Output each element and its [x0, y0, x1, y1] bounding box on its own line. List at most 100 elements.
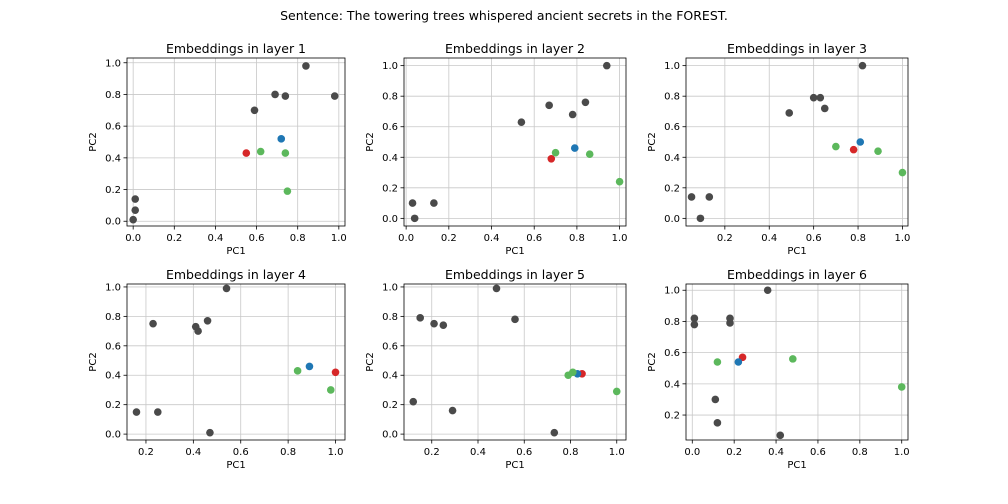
data-point-gray	[131, 206, 140, 214]
y-tick-label: 0.8	[664, 92, 680, 103]
y-axis-label: PC2	[365, 352, 376, 371]
data-point-green	[897, 383, 906, 391]
data-point-blue	[856, 138, 865, 146]
x-axis-label: PC1	[505, 460, 524, 471]
y-tick-label: 1.0	[105, 282, 121, 293]
y-tick-label: 0.8	[664, 317, 680, 328]
y-tick-label: 0.8	[382, 312, 398, 323]
x-tick-label: 0.6	[233, 447, 249, 458]
y-tick-label: 0.2	[664, 411, 680, 422]
data-point-green	[551, 148, 560, 157]
data-point-blue	[570, 144, 579, 152]
data-point-gray	[517, 118, 526, 126]
data-point-gray	[511, 315, 519, 324]
x-axis-label: PC1	[226, 460, 245, 471]
data-point-gray	[206, 428, 214, 437]
subplot-title: Embeddings in layer 2	[445, 41, 585, 56]
axes-frame	[126, 57, 346, 227]
y-tick-label: 0.2	[105, 400, 121, 411]
subplot-1: 0.0 0.2 0.4 0.6 0.8 1.0 0.0 0.2 0.4 0.6 0.8 1.0 Embe…	[88, 41, 347, 257]
x-tick-label: 0.2	[138, 447, 154, 458]
y-tick-label: 0.4	[105, 153, 121, 164]
x-tick-label: 0.4	[768, 447, 784, 458]
data-point-red	[547, 155, 556, 163]
y-tick-label: 0.6	[664, 122, 680, 133]
data-point-green	[612, 387, 621, 396]
x-tick-label: 0.8	[569, 233, 585, 244]
data-point-gray	[410, 214, 419, 223]
data-point-gray	[690, 320, 699, 329]
x-tick-label: 0.8	[852, 447, 868, 458]
x-axis-label: PC1	[787, 460, 806, 471]
data-point-gray	[409, 397, 418, 406]
x-tick-label: 0.4	[185, 447, 201, 458]
data-point-red	[242, 149, 251, 157]
x-tick-label: 0.6	[806, 233, 822, 244]
data-point-gray	[816, 93, 825, 102]
figure-suptitle: Sentence: The towering trees whispered a…	[280, 8, 728, 23]
data-point-gray	[492, 284, 501, 293]
axes-frame	[685, 57, 909, 227]
subplot-3: 0.2 0.4 0.6 0.8 1.0 0.0 0.2 0.4 0.6 0.8 1.0 Embeddi…	[647, 41, 910, 257]
data-point-gray	[858, 61, 867, 70]
x-tick-label: 0.4	[207, 233, 223, 244]
data-point-gray	[687, 193, 696, 201]
x-tick-label: 0.6	[249, 233, 265, 244]
data-point-green	[585, 150, 594, 159]
data-point-gray	[785, 109, 794, 117]
y-tick-label: 1.0	[105, 58, 121, 69]
x-tick-label: 0.6	[516, 447, 532, 458]
data-point-gray	[154, 408, 162, 416]
data-point-green	[832, 142, 840, 151]
x-tick-label: 1.0	[328, 447, 344, 458]
y-tick-label: 0.4	[664, 153, 680, 164]
data-point-green	[874, 147, 882, 155]
y-tick-label: 0.2	[664, 183, 680, 194]
x-tick-label: 0.6	[526, 233, 542, 244]
x-tick-label: 0.8	[290, 233, 306, 244]
x-tick-label: 0.0	[398, 233, 414, 244]
data-point-gray	[149, 319, 157, 328]
x-tick-label: 0.2	[717, 233, 733, 244]
data-point-gray	[545, 101, 553, 110]
y-tick-label: 0.8	[105, 312, 121, 323]
y-tick-label: 0.0	[382, 430, 398, 441]
y-tick-label: 0.0	[382, 214, 398, 225]
y-axis-label: PC2	[647, 132, 658, 151]
y-axis-label: PC2	[647, 352, 658, 371]
data-point-gray	[281, 92, 290, 100]
data-point-gray	[203, 316, 212, 325]
data-point-gray	[132, 408, 141, 416]
data-point-gray	[330, 92, 339, 100]
x-tick-label: 0.4	[470, 447, 486, 458]
axes-frame	[685, 283, 909, 441]
data-point-gray	[439, 321, 448, 330]
x-tick-label: 0.6	[810, 447, 826, 458]
y-tick-label: 0.4	[382, 153, 398, 164]
data-point-gray	[726, 319, 734, 327]
data-point-gray	[711, 395, 720, 404]
y-tick-label: 0.0	[105, 430, 121, 441]
data-point-gray	[713, 419, 722, 427]
data-point-gray	[809, 93, 818, 102]
y-tick-label: 0.2	[382, 183, 398, 194]
data-point-gray	[568, 110, 577, 119]
axes-frame	[403, 283, 627, 441]
data-point-gray	[602, 61, 611, 70]
x-tick-label: 1.0	[612, 233, 628, 244]
subplot-title: Embeddings in layer 4	[166, 267, 306, 282]
data-point-gray	[416, 314, 424, 322]
subplot-4: 0.2 0.4 0.6 0.8 1.0 0.0 0.2 0.4 0.6 0.8 1.0 Embeddi…	[88, 267, 346, 471]
y-tick-label: 1.0	[664, 286, 680, 297]
x-axis-label: PC1	[505, 246, 524, 257]
x-tick-label: 0.8	[850, 233, 866, 244]
subplot-6: 0.0 0.2 0.4 0.6 0.8 1.0 0.2 0.4 0.6 0.8 1.0 Embeddi…	[647, 267, 910, 471]
y-tick-label: 0.8	[382, 92, 398, 103]
x-tick-label: 1.0	[894, 447, 910, 458]
x-axis-label: PC1	[787, 246, 806, 257]
subplot-title: Embeddings in layer 1	[166, 41, 306, 56]
y-tick-label: 0.6	[105, 122, 121, 133]
y-tick-label: 1.0	[382, 282, 398, 293]
data-point-green	[326, 386, 335, 394]
